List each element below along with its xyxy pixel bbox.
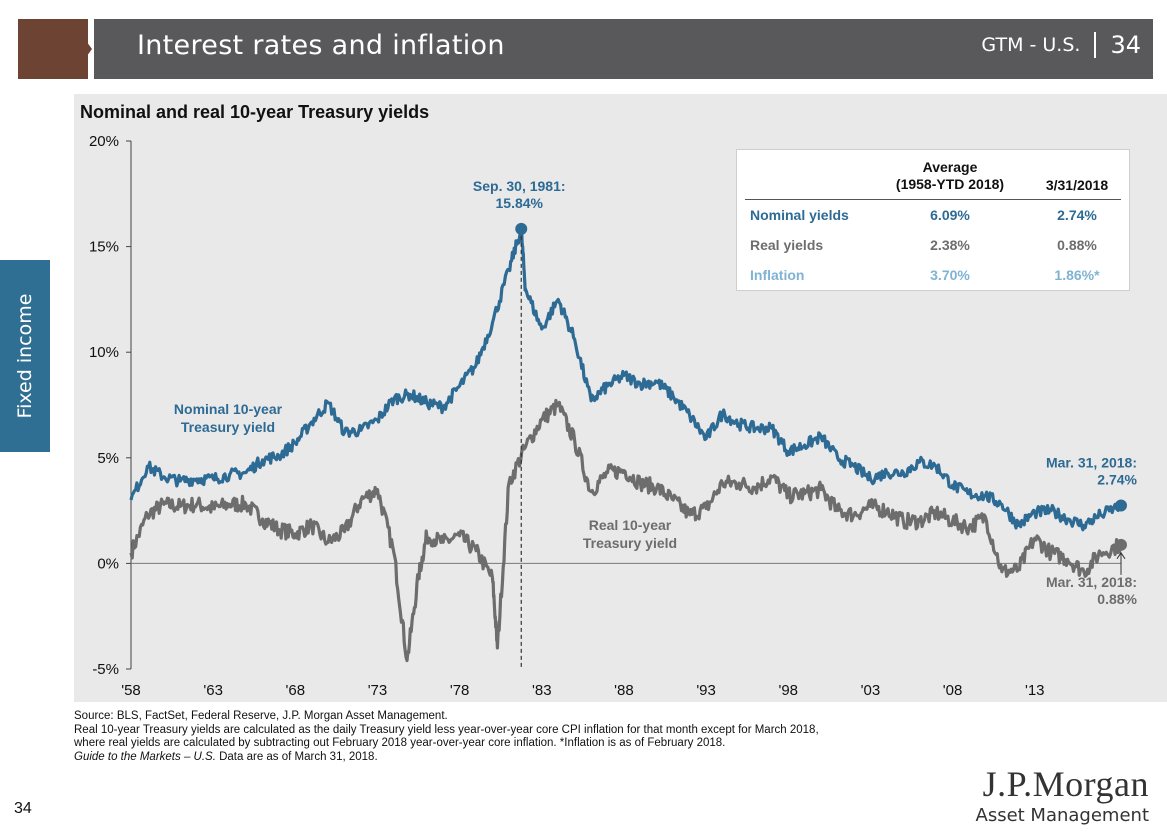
footnote-guide: Guide to the Markets – U.S. <box>74 750 216 763</box>
footnote-date: Data are as of March 31, 2018. <box>215 750 378 763</box>
nominal-end-annotation-line1: Mar. 31, 2018: <box>1046 455 1137 471</box>
table-cell: 2.38% <box>930 237 970 253</box>
header-divider <box>1094 32 1097 58</box>
table-header-average-line1: Average <box>922 159 978 175</box>
y-tick-label: 20% <box>89 133 119 150</box>
header-chevron <box>70 19 92 79</box>
x-tick-label: '93 <box>696 682 716 699</box>
y-tick-label: -5% <box>92 661 119 678</box>
footnote-method-cont: where real yields are calculated by subt… <box>74 737 726 749</box>
y-tick-label: 10% <box>89 344 119 361</box>
footnote-source: Source: BLS, FactSet, Federal Reserve, J… <box>74 710 448 722</box>
real-end-annotation-line1: Mar. 31, 2018: <box>1046 574 1137 590</box>
chart-title: Nominal and real 10-year Treasury yields <box>80 102 430 122</box>
table-header-latest: 3/31/2018 <box>1045 177 1109 193</box>
x-tick-label: '68 <box>286 682 306 699</box>
x-tick-label: '88 <box>614 682 634 699</box>
real-end-arrowhead <box>1116 551 1126 560</box>
jpmorgan-logo: J.P.Morgan <box>982 764 1149 804</box>
peak-annotation-line2: 15.84% <box>496 195 544 211</box>
header-source: GTM - U.S. 34 <box>981 31 1141 59</box>
header-page-number: 34 <box>1110 31 1141 59</box>
page-number: 34 <box>14 800 32 817</box>
nominal-yield-line <box>129 227 1123 532</box>
table-row-label: Real yields <box>750 237 824 253</box>
x-tick-label: '03 <box>861 682 881 699</box>
x-tick-label: '13 <box>1025 682 1045 699</box>
x-tick-label: '58 <box>121 682 141 699</box>
x-tick-label: '83 <box>532 682 552 699</box>
footnote-method: Real 10-year Treasury yields are calcula… <box>74 723 819 736</box>
peak-marker <box>515 222 528 235</box>
footnote-asof: Guide to the Markets – U.S. Data are as … <box>74 751 819 765</box>
real-end-marker <box>1115 538 1127 551</box>
x-tick-label: '98 <box>778 682 798 699</box>
y-tick-label: 15% <box>89 239 119 256</box>
x-tick-label: '78 <box>450 682 470 699</box>
x-tick-label: '08 <box>943 682 963 699</box>
nominal-series-label-line2: Treasury yield <box>181 419 275 435</box>
real-yield-line <box>129 398 1123 663</box>
x-tick-label: '63 <box>203 682 223 699</box>
summary-table: Average (1958-YTD 2018) 3/31/2018 Nomina… <box>736 149 1130 291</box>
table-row-label: Nominal yields <box>750 207 849 223</box>
table-cell: 6.09% <box>930 207 970 223</box>
table-rule <box>745 199 1121 200</box>
page-title: Interest rates and inflation <box>137 30 505 61</box>
x-tick-label: '73 <box>368 682 388 699</box>
table-cell: 2.74% <box>1057 207 1097 223</box>
header-bar <box>94 19 1153 79</box>
nominal-series-label-line1: Nominal 10-year <box>174 401 283 417</box>
jpmorgan-logo-sub: Asset Management <box>975 805 1150 826</box>
nominal-end-annotation-line2: 2.74% <box>1097 472 1137 488</box>
table-header-average-line2: (1958-YTD 2018) <box>895 176 1005 192</box>
y-tick-label: 5% <box>97 450 119 467</box>
real-end-annotation-line2: 0.88% <box>1097 591 1137 607</box>
table-cell: 1.86%* <box>1054 267 1100 283</box>
real-series-label-line1: Real 10-year <box>589 517 672 533</box>
section-tab[interactable]: Fixed income <box>0 260 50 452</box>
header-source-label: GTM - U.S. <box>981 34 1081 56</box>
nominal-end-marker <box>1115 499 1127 512</box>
table-cell: 3.70% <box>930 267 970 283</box>
table-header-average: Average (1958-YTD 2018) <box>885 159 1015 193</box>
table-cell: 0.88% <box>1057 237 1097 253</box>
footnotes: Source: BLS, FactSet, Federal Reserve, J… <box>74 710 819 764</box>
real-series-label-line2: Treasury yield <box>583 535 677 551</box>
y-tick-label: 0% <box>97 555 119 572</box>
peak-annotation-line1: Sep. 30, 1981: <box>473 178 566 194</box>
table-row-label: Inflation <box>750 267 805 283</box>
